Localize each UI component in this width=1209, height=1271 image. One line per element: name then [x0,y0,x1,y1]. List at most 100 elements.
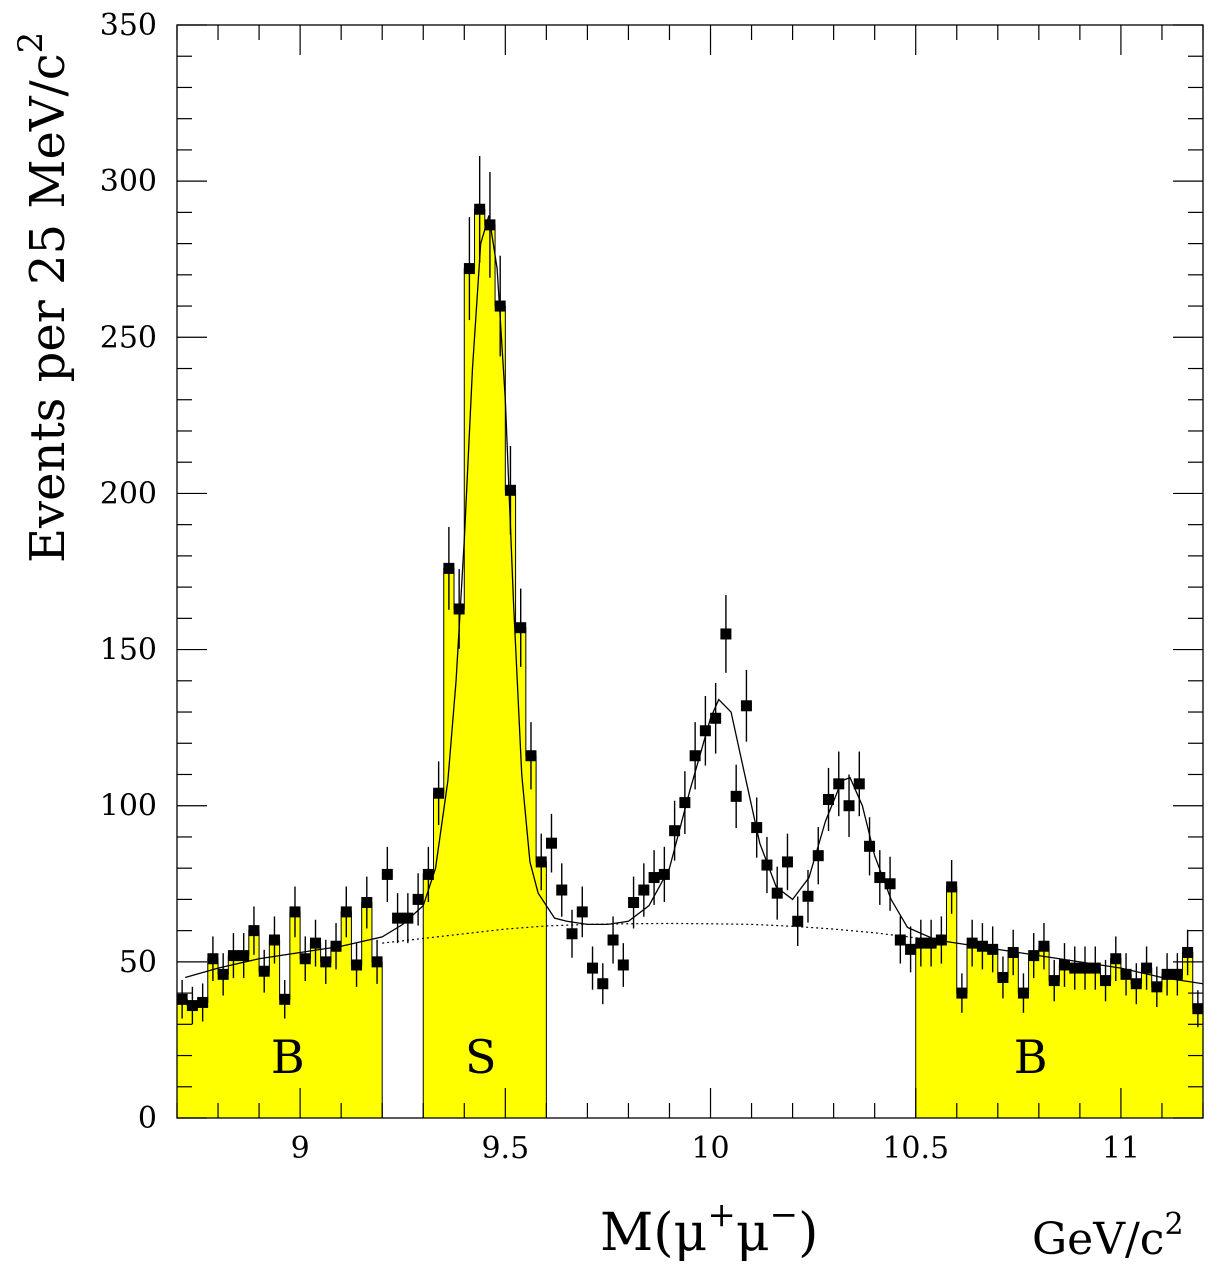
y-axis-label-base: Events per 25 MeV/c [20,53,76,563]
data-point [525,750,537,762]
x-axis-unit-exp: 2 [1164,1207,1183,1242]
data-point [802,890,814,902]
data-point [587,962,599,974]
data-point [823,793,835,805]
data-point [658,868,670,880]
x-tick-label: 9 [291,1131,310,1166]
data-point [484,219,496,231]
data-point [1038,940,1050,952]
y-axis-label: Events per 25 MeV/c2 [11,32,76,563]
data-point [710,712,722,724]
data-point [987,943,999,955]
data-point [976,940,988,952]
data-points [176,155,1204,1028]
data-point [217,968,229,980]
x-tick-label: 11 [1102,1131,1140,1166]
data-point [1058,959,1070,971]
data-point [792,915,804,927]
data-point [412,893,424,905]
data-point [894,934,906,946]
data-point [556,884,568,896]
data-point [1120,968,1132,980]
data-point [197,996,209,1008]
data-point [853,778,865,790]
data-point [361,897,373,909]
data-point [997,971,1009,983]
data-point [1161,968,1173,980]
x-axis-unit-base: GeV/c [1032,1214,1164,1265]
plot-frame [176,24,1204,1119]
data-point [545,837,557,849]
data-point [392,912,404,924]
data-point [638,884,650,896]
y-tick-label: 100 [100,789,157,824]
data-point [371,956,383,968]
data-point [248,925,260,937]
background-fit-line [382,922,937,944]
data-point [1130,978,1142,990]
data-point [340,906,352,918]
y-tick-label: 300 [100,164,157,199]
data-point [874,872,886,884]
background-fit-curve [382,922,937,944]
x-tick-label: 10.5 [882,1131,949,1166]
data-point [833,778,845,790]
x-tick-labels: 9 9.5 10 10.5 11 [291,1131,1140,1166]
data-point [279,993,291,1005]
data-point [843,800,855,812]
x-axis-label-mu-plus: μ [674,1203,708,1263]
data-point [566,928,578,940]
total-fit-curve [185,215,1204,985]
data-point [494,300,506,312]
data-point [1028,950,1040,962]
plot-border [176,24,1204,1119]
data-point [381,868,393,880]
x-axis-unit: GeV/c2 [1032,1207,1184,1265]
data-point [1048,975,1060,987]
data-point [268,934,280,946]
data-point [597,978,609,990]
region-label-s: S [465,1030,497,1084]
data-point [812,850,824,862]
data-point [176,993,188,1005]
data-point [915,937,927,949]
data-point [443,562,455,574]
x-axis-label-m: M( [600,1203,674,1263]
y-tick-labels: 0 50 100 150 200 250 300 350 [100,8,157,1136]
data-point [186,1000,198,1012]
data-point [535,856,547,868]
y-tick-label: 350 [100,8,157,43]
data-point [320,956,332,968]
data-point [1110,953,1122,965]
data-point [925,937,937,949]
data-point [289,906,301,918]
region-label-b: B [1014,1030,1048,1084]
data-point [299,953,311,965]
data-point [905,943,917,955]
data-point [946,881,958,893]
data-point [1141,962,1153,974]
data-point [453,603,465,615]
data-point [669,825,681,837]
data-point [515,622,527,634]
data-point [679,797,691,809]
data-point [956,987,968,999]
data-point [1089,962,1101,974]
data-point [422,868,434,880]
data-point [689,750,701,762]
data-point [207,953,219,965]
data-point [1079,962,1091,974]
data-point [504,484,516,496]
region-label-b: B [271,1030,305,1084]
y-tick-label: 50 [119,945,157,980]
data-point [720,628,732,640]
x-axis-label-minus: − [770,1195,799,1235]
total-fit-line [185,215,1204,985]
data-point [699,725,711,737]
x-axis-label-close: ) [798,1203,818,1263]
data-point [402,912,414,924]
data-point [1100,975,1112,987]
